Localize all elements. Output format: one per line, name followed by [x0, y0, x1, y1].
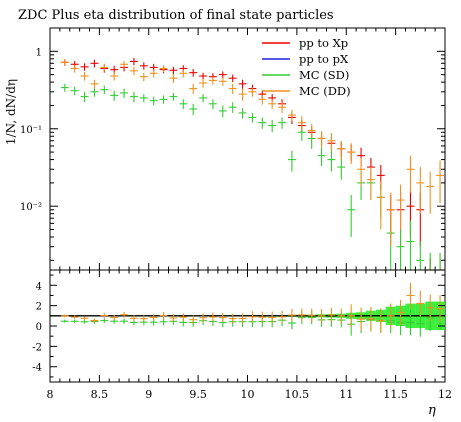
ratio-tick-label: 2 — [36, 302, 42, 313]
chart-title: ZDC Plus eta distribution of final state… — [18, 8, 334, 23]
series-mc-dd- — [60, 59, 444, 247]
x-axis-label: η — [428, 403, 436, 418]
x-tick-label: 11.5 — [383, 388, 408, 401]
y-tick-label: 1 — [36, 47, 42, 58]
series-mc-sd- — [60, 83, 444, 271]
legend-label: pp to Xp — [299, 36, 348, 50]
ratio-frame — [49, 269, 446, 383]
ratio-tick-label: 0 — [36, 322, 42, 333]
x-tick-label: 9 — [145, 388, 152, 401]
legend-label: pp to pX — [299, 52, 349, 66]
ratio-tick-label: 4 — [36, 281, 42, 292]
y-tick-label: 10⁻¹ — [20, 125, 42, 136]
ratio-panel: 4 2 0 -2 -4 8 8.5 9 9.5 10 10.5 11 11.5 12 — [32, 269, 452, 401]
x-tick-label: 9.5 — [189, 388, 207, 401]
x-tick-label: 8 — [47, 388, 54, 401]
y-axis-label: 1/N, dN/dη — [4, 79, 18, 145]
legend-entry: pp to pX — [262, 52, 349, 66]
main-frame — [49, 27, 446, 271]
legend-entry: pp to Xp — [262, 36, 348, 50]
x-tick-label: 12 — [438, 388, 452, 401]
legend-entry: MC (DD) — [262, 84, 351, 98]
y-tick-label: 10⁻² — [20, 202, 42, 213]
legend: pp to Xp pp to pX MC (SD) MC (DD) — [262, 36, 351, 98]
x-tick-label: 8.5 — [91, 388, 109, 401]
x-tick-label: 11 — [339, 388, 353, 401]
ratio-tick-label: -4 — [32, 363, 42, 374]
legend-entry: MC (SD) — [262, 68, 349, 82]
ratio-mc-dd- — [60, 282, 444, 333]
x-tick-label: 10.5 — [285, 388, 310, 401]
legend-label: MC (DD) — [299, 84, 351, 98]
ratio-tick-label: -2 — [32, 342, 42, 353]
legend-label: MC (SD) — [299, 68, 349, 82]
main-panel: 1 10⁻¹ 10⁻² — [20, 27, 446, 271]
x-tick-label: 10 — [241, 388, 255, 401]
